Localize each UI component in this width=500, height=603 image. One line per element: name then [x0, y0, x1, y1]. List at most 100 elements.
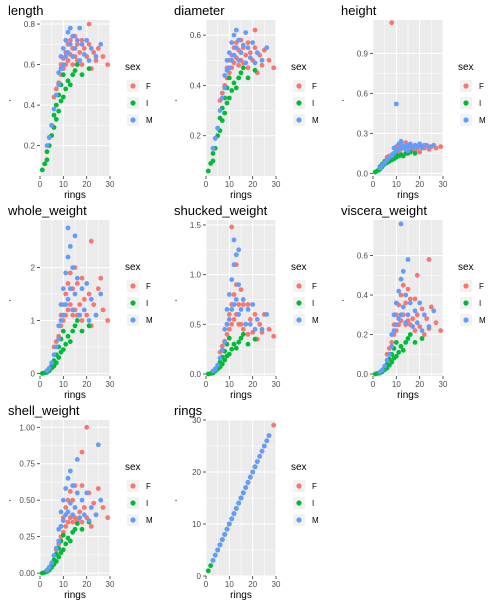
data-point-m	[222, 326, 228, 332]
legend-key-i	[296, 500, 302, 506]
x-tick-label: 0	[371, 380, 376, 389]
legend-label-i: I	[312, 99, 314, 108]
data-point-f	[421, 332, 427, 337]
data-point-i	[53, 360, 59, 366]
data-point-m	[58, 66, 64, 71]
data-point-i	[236, 339, 242, 345]
data-point-m	[393, 101, 399, 107]
data-point-m	[259, 448, 265, 454]
y-tick-label: 0.00	[19, 569, 35, 578]
data-point-i	[400, 347, 406, 353]
y-axis-label: .	[9, 93, 12, 104]
data-point-i	[63, 341, 69, 347]
data-point-f	[271, 422, 277, 428]
data-point-m	[431, 142, 437, 148]
y-tick-label: 0.25	[19, 533, 35, 542]
data-point-m	[88, 505, 94, 510]
data-point-i	[72, 526, 78, 532]
data-point-f	[243, 52, 249, 58]
legend-label-i: I	[146, 99, 148, 108]
data-point-m	[236, 57, 242, 63]
data-point-f	[231, 292, 237, 297]
data-point-f	[400, 282, 406, 288]
data-point-m	[391, 145, 397, 151]
data-point-i	[229, 346, 235, 352]
data-point-i	[79, 72, 85, 78]
data-point-f	[79, 62, 85, 67]
y-tick-label: 0.2	[190, 132, 202, 141]
data-point-m	[231, 237, 237, 243]
facet-panel-height: height. 0 10 20 30 0.0 0.3 0.6 0.9 rings sex FIM	[341, 3, 486, 201]
data-point-i	[245, 75, 251, 81]
data-point-f	[240, 302, 246, 307]
x-axis-label: rings	[397, 390, 419, 401]
data-point-m	[81, 307, 87, 313]
x-tick-label: 10	[225, 580, 234, 589]
data-point-m	[49, 560, 55, 566]
data-point-m	[236, 500, 242, 506]
legend-key-i	[130, 100, 136, 106]
data-point-m	[70, 512, 76, 518]
data-point-m	[215, 125, 221, 131]
data-point-i	[389, 359, 395, 365]
data-point-i	[60, 94, 66, 100]
data-point-m	[217, 355, 223, 361]
data-point-i	[393, 353, 399, 359]
x-axis-label: rings	[64, 190, 86, 201]
data-point-m	[74, 275, 80, 281]
data-point-f	[245, 65, 251, 71]
data-point-i	[252, 67, 258, 73]
data-point-f	[77, 509, 83, 515]
data-point-m	[231, 52, 237, 58]
data-point-m	[261, 443, 267, 449]
data-point-m	[245, 480, 251, 485]
data-point-m	[231, 511, 237, 516]
data-point-f	[88, 524, 94, 529]
data-point-m	[58, 302, 64, 307]
panel-title: whole_weight	[7, 203, 87, 218]
facet-panel-whole-weight: whole_weight. 0 10 20 30 0 1 2 rings sex FIM	[7, 203, 153, 401]
data-point-m	[264, 45, 270, 51]
y-tick-label: 0.3	[357, 129, 369, 138]
data-point-f	[229, 224, 235, 230]
data-point-f	[231, 317, 237, 322]
data-point-f	[74, 41, 80, 47]
data-point-m	[226, 521, 232, 527]
data-point-m	[86, 318, 92, 323]
data-point-f	[65, 281, 71, 286]
data-point-f	[91, 500, 97, 506]
data-point-m	[67, 25, 73, 31]
data-point-m	[236, 37, 242, 43]
legend-label-m: M	[479, 116, 486, 125]
data-point-i	[419, 336, 425, 341]
data-point-i	[245, 341, 251, 347]
data-point-f	[91, 302, 97, 307]
data-point-m	[426, 144, 432, 150]
y-tick-label: 1.00	[19, 423, 35, 432]
legend-label-i: I	[312, 499, 314, 508]
data-point-m	[245, 45, 251, 51]
data-point-i	[74, 62, 80, 67]
data-point-m	[384, 357, 390, 363]
legend-key-m	[296, 117, 302, 123]
data-point-m	[79, 41, 85, 47]
x-tick-label: 10	[225, 380, 234, 389]
data-point-m	[74, 37, 80, 43]
data-point-i	[240, 331, 246, 337]
legend-key-f	[130, 83, 136, 89]
data-point-f	[70, 62, 76, 67]
data-point-m	[60, 286, 66, 292]
data-point-i	[65, 333, 71, 339]
data-point-i	[233, 345, 239, 351]
data-point-i	[231, 80, 237, 86]
data-point-i	[70, 328, 76, 334]
y-tick-label: 0.0	[357, 370, 369, 379]
data-point-f	[65, 307, 71, 313]
legend-key-m	[463, 317, 469, 323]
data-point-i	[86, 323, 92, 329]
data-point-m	[219, 537, 225, 542]
data-point-m	[74, 490, 80, 496]
x-tick-label: 20	[82, 180, 91, 189]
legend-label-i: I	[146, 499, 148, 508]
